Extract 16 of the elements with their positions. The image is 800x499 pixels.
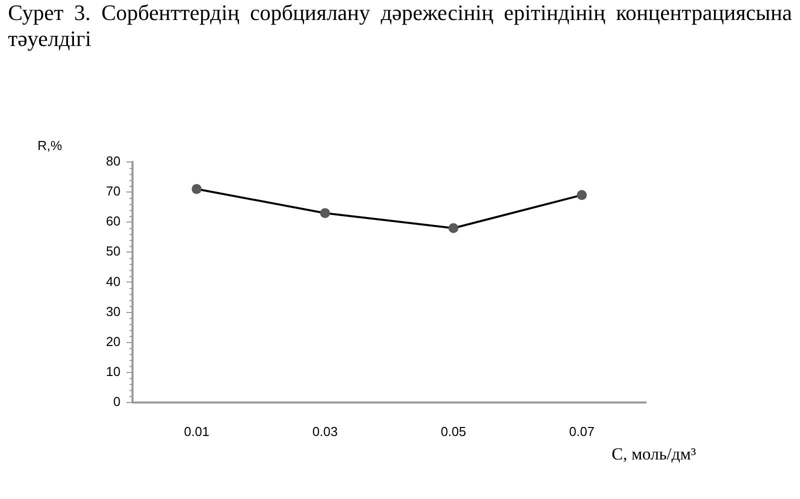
x-tick-label: 0.03 — [312, 424, 338, 439]
y-tick-label: 70 — [106, 184, 120, 199]
x-tick-label: 0.07 — [569, 424, 594, 439]
x-tick-label: 0.05 — [440, 424, 466, 439]
y-tick-label: 60 — [106, 214, 120, 229]
y-tick-label: 10 — [106, 364, 120, 379]
x-tick-label: 0.01 — [184, 424, 210, 439]
y-tick-label: 40 — [106, 274, 120, 289]
chart-title: Сурет 3. Сорбенттердің сорбциялану дәрежесінің ерітіндінің концентрациясына тәуелдігі — [8, 0, 792, 52]
y-tick-label: 30 — [106, 304, 120, 319]
y-tick-label: 80 — [106, 154, 120, 169]
y-axis-title: R,% — [37, 138, 62, 153]
y-tick-label: 0 — [113, 394, 120, 409]
x-axis-title: C, моль/дм³ — [612, 444, 696, 464]
y-tick-label: 50 — [106, 244, 120, 259]
y-tick-label: 20 — [106, 334, 120, 349]
